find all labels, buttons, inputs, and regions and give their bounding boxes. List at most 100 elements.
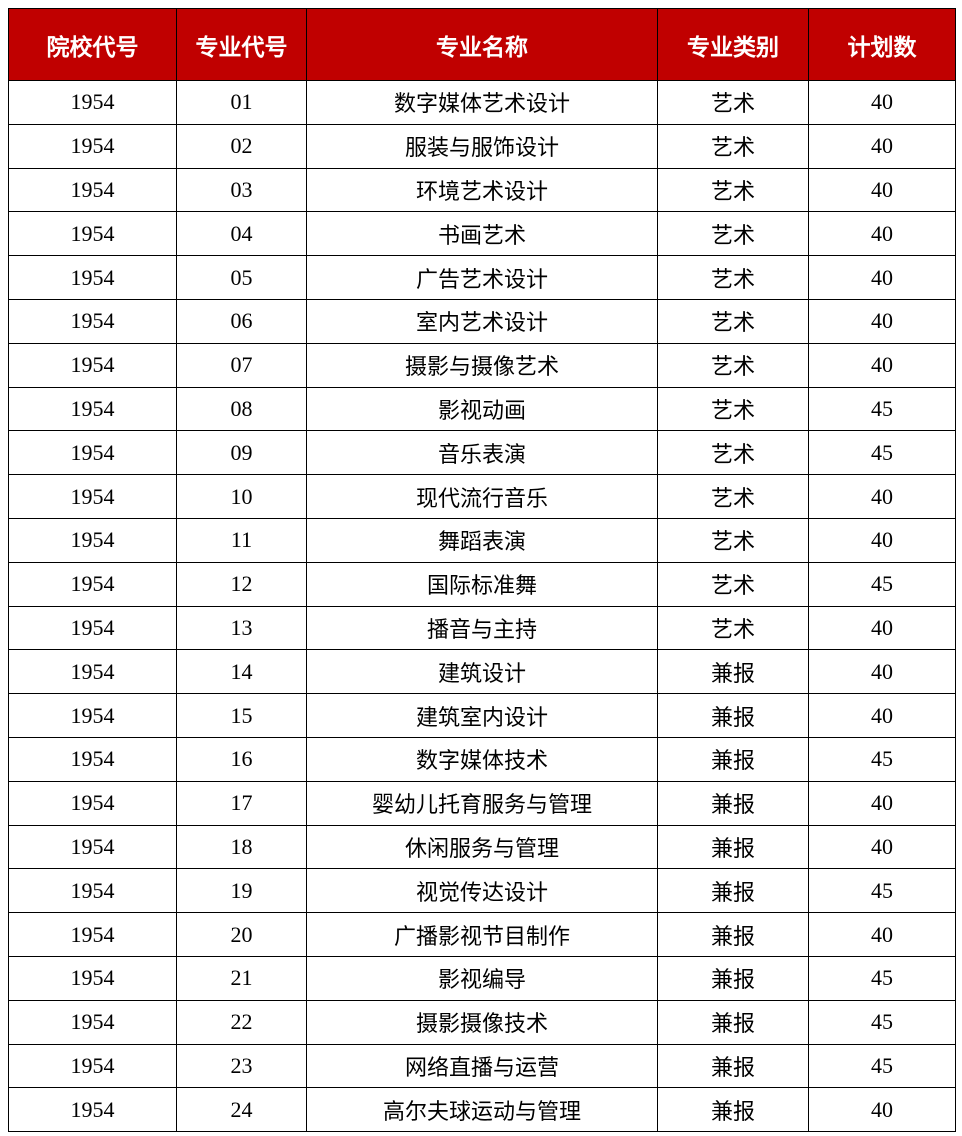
table-cell: 艺术 <box>657 167 809 213</box>
table-cell: 40 <box>808 824 956 870</box>
table-cell: 40 <box>808 780 956 826</box>
table-cell: 17 <box>176 780 307 826</box>
table-row: 1954 13 播音与主持 艺术 40 <box>8 605 956 651</box>
table-cell: 13 <box>176 605 307 651</box>
table-cell: 环境艺术设计 <box>306 167 658 213</box>
table-cell: 视觉传达设计 <box>306 868 658 914</box>
table-cell: 40 <box>808 517 956 563</box>
table-cell: 影视编导 <box>306 955 658 1001</box>
table-row: 1954 18 休闲服务与管理 兼报 40 <box>8 824 956 870</box>
table-cell: 艺术 <box>657 430 809 476</box>
table-row: 1954 20 广播影视节目制作 兼报 40 <box>8 912 956 957</box>
table-cell: 08 <box>176 386 307 432</box>
table-cell: 06 <box>176 298 307 344</box>
table-cell: 音乐表演 <box>306 430 658 476</box>
table-cell: 室内艺术设计 <box>306 298 658 344</box>
table-cell: 1954 <box>8 123 177 169</box>
plan-table: 院校代号 专业代号 专业名称 专业类别 计划数 1954 01 数字媒体艺术设计 艺术 40 19… <box>8 8 956 1133</box>
table-cell: 05 <box>176 255 307 300</box>
table-cell: 书画艺术 <box>306 211 658 257</box>
table-row: 1954 14 建筑设计 兼报 40 <box>8 649 956 695</box>
table-cell: 20 <box>176 912 307 957</box>
table-cell: 40 <box>808 605 956 651</box>
table-cell: 兼报 <box>657 955 809 1001</box>
table-row: 1954 15 建筑室内设计 兼报 40 <box>8 693 956 738</box>
table-cell: 1954 <box>8 605 177 651</box>
table-cell: 1954 <box>8 780 177 826</box>
table-cell: 1954 <box>8 517 177 563</box>
table-cell: 1954 <box>8 736 177 782</box>
table-cell: 45 <box>808 561 956 607</box>
table-cell: 婴幼儿托育服务与管理 <box>306 780 658 826</box>
table-cell: 艺术 <box>657 517 809 563</box>
table-cell: 舞蹈表演 <box>306 517 658 563</box>
table-cell: 40 <box>808 693 956 738</box>
table-row: 1954 06 室内艺术设计 艺术 40 <box>8 298 956 344</box>
table-cell: 45 <box>808 868 956 914</box>
table-row: 1954 07 摄影与摄像艺术 艺术 40 <box>8 342 956 388</box>
table-cell: 1954 <box>8 868 177 914</box>
table-cell: 数字媒体技术 <box>306 736 658 782</box>
table-cell: 摄影与摄像艺术 <box>306 342 658 388</box>
table-cell: 40 <box>808 1087 956 1133</box>
table-cell: 艺术 <box>657 211 809 257</box>
table-cell: 18 <box>176 824 307 870</box>
table-row: 1954 04 书画艺术 艺术 40 <box>8 211 956 257</box>
table-row: 1954 02 服装与服饰设计 艺术 40 <box>8 123 956 169</box>
table-row: 1954 05 广告艺术设计 艺术 40 <box>8 255 956 300</box>
table-cell: 40 <box>808 211 956 257</box>
table-cell: 1954 <box>8 1043 177 1089</box>
table-cell: 23 <box>176 1043 307 1089</box>
table-cell: 播音与主持 <box>306 605 658 651</box>
table-row: 1954 03 环境艺术设计 艺术 40 <box>8 167 956 213</box>
table-cell: 40 <box>808 342 956 388</box>
table-row: 1954 12 国际标准舞 艺术 45 <box>8 561 956 607</box>
table-cell: 艺术 <box>657 342 809 388</box>
table-row: 1954 17 婴幼儿托育服务与管理 兼报 40 <box>8 780 956 826</box>
table-cell: 网络直播与运营 <box>306 1043 658 1089</box>
table-cell: 艺术 <box>657 255 809 300</box>
table-cell: 建筑室内设计 <box>306 693 658 738</box>
table-cell: 24 <box>176 1087 307 1133</box>
table-cell: 兼报 <box>657 912 809 957</box>
table-cell: 兼报 <box>657 1043 809 1089</box>
table-cell: 40 <box>808 255 956 300</box>
table-cell: 现代流行音乐 <box>306 474 658 519</box>
table-row: 1954 16 数字媒体技术 兼报 45 <box>8 736 956 782</box>
table-cell: 1954 <box>8 298 177 344</box>
table-cell: 1954 <box>8 649 177 695</box>
table-row: 1954 08 影视动画 艺术 45 <box>8 386 956 432</box>
table-cell: 1954 <box>8 561 177 607</box>
table-cell: 兼报 <box>657 649 809 695</box>
table-cell: 艺术 <box>657 474 809 519</box>
table-cell: 04 <box>176 211 307 257</box>
table-cell: 数字媒体艺术设计 <box>306 80 658 125</box>
table-row: 1954 09 音乐表演 艺术 45 <box>8 430 956 476</box>
table-cell: 兼报 <box>657 736 809 782</box>
table-cell: 兼报 <box>657 780 809 826</box>
table-row: 1954 22 摄影摄像技术 兼报 45 <box>8 999 956 1045</box>
table-cell: 16 <box>176 736 307 782</box>
table-cell: 07 <box>176 342 307 388</box>
table-cell: 广播影视节目制作 <box>306 912 658 957</box>
table-cell: 1954 <box>8 211 177 257</box>
table-cell: 1954 <box>8 167 177 213</box>
table-cell: 40 <box>808 80 956 125</box>
table-cell: 国际标准舞 <box>306 561 658 607</box>
table-cell: 40 <box>808 298 956 344</box>
table-row: 1954 11 舞蹈表演 艺术 40 <box>8 517 956 563</box>
table-cell: 1954 <box>8 693 177 738</box>
table-cell: 45 <box>808 955 956 1001</box>
table-cell: 兼报 <box>657 999 809 1045</box>
table-cell: 建筑设计 <box>306 649 658 695</box>
table-row: 1954 19 视觉传达设计 兼报 45 <box>8 868 956 914</box>
table-cell: 艺术 <box>657 298 809 344</box>
table-cell: 45 <box>808 999 956 1045</box>
table-row: 1954 10 现代流行音乐 艺术 40 <box>8 474 956 519</box>
table-cell: 40 <box>808 167 956 213</box>
header-cell: 计划数 <box>808 8 956 81</box>
table-cell: 12 <box>176 561 307 607</box>
table-cell: 19 <box>176 868 307 914</box>
header-cell: 专业类别 <box>657 8 809 81</box>
